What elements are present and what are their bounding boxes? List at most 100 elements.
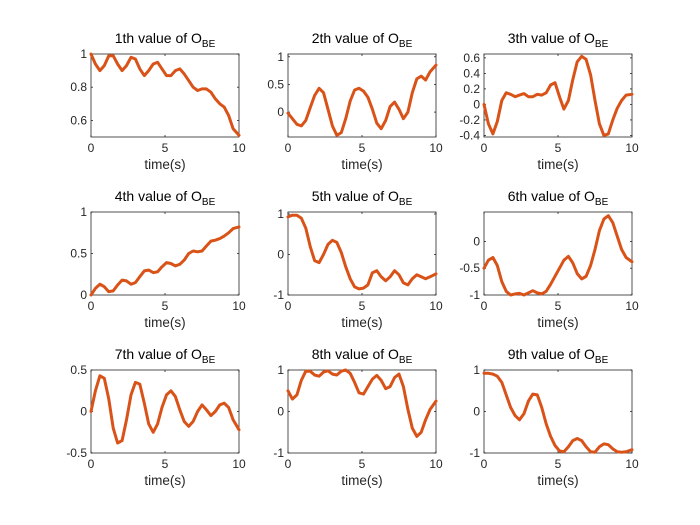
y-tick-label: 1 [277,207,284,221]
x-axis-label: time(s) [144,473,185,488]
subplot-title-subscript: BE [399,39,413,50]
y-tick-label: 0 [277,105,284,119]
x-tick-label: 0 [481,457,488,471]
subplot-title: 4th value of OBE [115,188,216,208]
y-tick-label: 1 [80,47,87,61]
series-line [286,63,438,137]
subplot-title-main: 1th value of O [115,30,202,46]
y-tick-label: -1 [469,446,480,460]
y-tick-label: 1 [277,50,284,64]
subplot-title: 2th value of OBE [312,30,413,50]
y-tick-label: -1 [273,446,284,460]
subplot-title-main: 4th value of O [115,188,202,204]
axes-box [90,211,240,296]
x-tick-label: 10 [232,457,246,471]
series-line [286,213,438,291]
x-tick-label: 5 [359,141,366,155]
x-tick-label: 0 [481,141,488,155]
x-tick-label: 10 [429,141,443,155]
x-axis-label: time(s) [537,473,578,488]
subplot-title-main: 5th value of O [312,188,399,204]
y-tick-label: 0 [277,248,284,262]
subplot-title: 6th value of OBE [508,188,609,208]
x-tick-label: 5 [359,299,366,313]
axes-box [287,369,437,454]
y-tick-label: 0 [473,234,480,248]
x-tick-label: 10 [625,141,639,155]
x-tick-label: 10 [625,299,639,313]
x-tick-label: 10 [232,141,246,155]
x-tick-label: 5 [555,141,562,155]
x-tick-label: 5 [359,457,366,471]
x-tick-label: 0 [481,299,488,313]
subplot-title: 5th value of OBE [312,188,413,208]
y-tick-label: -1 [469,288,480,302]
subplot-title-subscript: BE [595,197,609,208]
y-tick-label: 0 [80,288,87,302]
y-tick-label: 0.5 [70,247,87,261]
subplot-title-subscript: BE [202,39,216,50]
x-tick-label: 5 [162,141,169,155]
subplot-title: 9th value of OBE [508,346,609,366]
x-axis-label: time(s) [341,157,382,172]
subplot-title: 1th value of OBE [115,30,216,50]
y-tick-label: -0.4 [459,128,480,142]
x-tick-label: 5 [555,299,562,313]
axes-box [483,369,633,454]
axes-box [483,211,633,296]
subplot-title-main: 7th value of O [115,346,202,362]
y-tick-label: -0.5 [66,446,87,460]
x-tick-label: 10 [429,299,443,313]
x-axis-label: time(s) [144,157,185,172]
subplot-title-subscript: BE [399,355,413,366]
subplot-4: 0 5 10 0 0.5 1 4th value of OBE time(s) [70,188,246,330]
subplot-title-main: 8th value of O [312,346,399,362]
y-tick-label: 0.4 [463,66,480,80]
subplot-title-main: 3th value of O [508,30,595,46]
x-tick-label: 5 [555,457,562,471]
x-tick-label: 0 [285,299,292,313]
y-tick-label: 1 [80,205,87,219]
subplot-2: 0 5 10 0 0.5 1 2th value of OBE time(s) [267,30,443,172]
series-line [482,214,634,297]
subplot-title-main: 2th value of O [312,30,399,46]
subplot-title: 3th value of OBE [508,30,609,50]
x-tick-label: 0 [88,457,95,471]
subplot-title-main: 9th value of O [508,346,595,362]
x-axis-label: time(s) [144,315,185,330]
axes-box [287,53,437,138]
y-tick-label: -0.5 [459,261,480,275]
y-tick-label: 1 [277,363,284,377]
x-tick-label: 10 [625,457,639,471]
y-tick-label: 0 [473,97,480,111]
subplot-title-subscript: BE [399,197,413,208]
series-line [286,368,438,438]
x-tick-label: 0 [285,141,292,155]
subplot-title-subscript: BE [202,355,216,366]
y-tick-label: -1 [273,288,284,302]
series-line [482,371,634,454]
series-line [482,54,634,137]
subplot-title: 7th value of OBE [115,346,216,366]
subplot-6: 0 5 10 -1 -0.5 0 6th value of OBE time(s) [459,188,639,330]
subplot-1: 0 5 10 0.6 0.8 1 1th value of OBE time(s) [70,30,246,172]
y-tick-label: 0.2 [463,82,480,96]
x-tick-label: 5 [162,457,169,471]
series-line [89,374,241,445]
axes-box [287,211,437,296]
y-tick-label: 1 [473,363,480,377]
subplot-title-subscript: BE [595,39,609,50]
series-line [89,225,241,297]
y-tick-label: 0 [80,405,87,419]
x-tick-label: 10 [232,299,246,313]
x-axis-label: time(s) [537,315,578,330]
y-tick-label: 0 [277,405,284,419]
y-tick-label: 0.6 [70,113,87,127]
axes-box [90,53,240,138]
y-tick-label: 0.8 [70,80,87,94]
y-tick-label: 0.5 [70,363,87,377]
